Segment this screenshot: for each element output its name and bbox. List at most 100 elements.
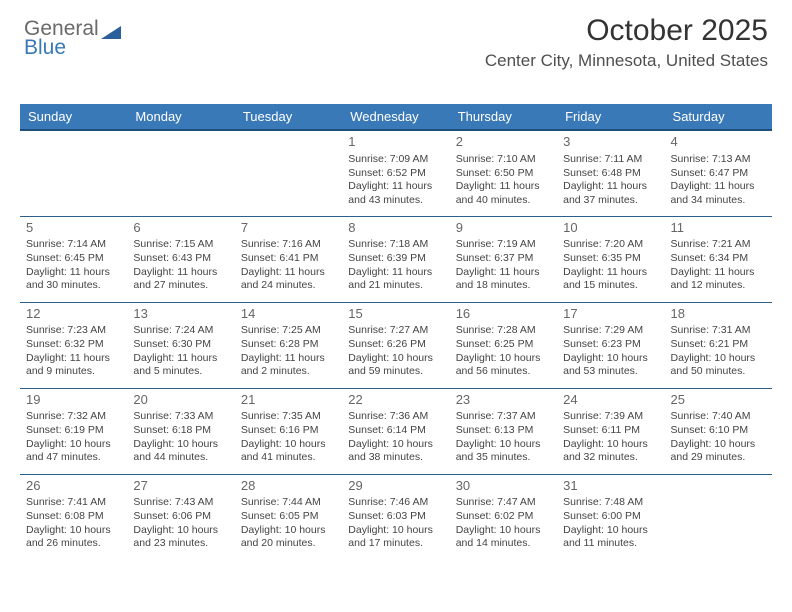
sunset-text: Sunset: 6:03 PM	[348, 510, 443, 524]
sunrise-text: Sunrise: 7:44 AM	[241, 496, 336, 510]
day-number: 29	[348, 478, 443, 495]
sunset-text: Sunset: 6:52 PM	[348, 167, 443, 181]
sunrise-text: Sunrise: 7:15 AM	[133, 238, 228, 252]
sunset-text: Sunset: 6:21 PM	[671, 338, 766, 352]
sunset-text: Sunset: 6:25 PM	[456, 338, 551, 352]
daylight-text: Daylight: 11 hours and 37 minutes.	[563, 180, 658, 207]
day-number: 14	[241, 306, 336, 323]
calendar-row: 26Sunrise: 7:41 AMSunset: 6:08 PMDayligh…	[20, 474, 772, 560]
day-number: 7	[241, 220, 336, 237]
sunset-text: Sunset: 6:47 PM	[671, 167, 766, 181]
daylight-text: Daylight: 10 hours and 26 minutes.	[26, 524, 121, 551]
sunset-text: Sunset: 6:39 PM	[348, 252, 443, 266]
weekday-header: Monday	[127, 104, 234, 130]
sunrise-text: Sunrise: 7:25 AM	[241, 324, 336, 338]
calendar-cell: 12Sunrise: 7:23 AMSunset: 6:32 PMDayligh…	[20, 302, 127, 388]
day-number: 31	[563, 478, 658, 495]
sunrise-text: Sunrise: 7:16 AM	[241, 238, 336, 252]
day-number: 19	[26, 392, 121, 409]
sunset-text: Sunset: 6:34 PM	[671, 252, 766, 266]
day-number: 13	[133, 306, 228, 323]
daylight-text: Daylight: 11 hours and 12 minutes.	[671, 266, 766, 293]
sunset-text: Sunset: 6:02 PM	[456, 510, 551, 524]
day-number: 18	[671, 306, 766, 323]
day-number: 9	[456, 220, 551, 237]
daylight-text: Daylight: 10 hours and 47 minutes.	[26, 438, 121, 465]
sunrise-text: Sunrise: 7:18 AM	[348, 238, 443, 252]
sunrise-text: Sunrise: 7:13 AM	[671, 153, 766, 167]
daylight-text: Daylight: 11 hours and 18 minutes.	[456, 266, 551, 293]
sunset-text: Sunset: 6:50 PM	[456, 167, 551, 181]
month-title: October 2025	[485, 14, 768, 47]
day-number: 5	[26, 220, 121, 237]
sunrise-text: Sunrise: 7:09 AM	[348, 153, 443, 167]
location: Center City, Minnesota, United States	[485, 51, 768, 71]
sunset-text: Sunset: 6:35 PM	[563, 252, 658, 266]
weekday-header: Saturday	[665, 104, 772, 130]
calendar-table: SundayMondayTuesdayWednesdayThursdayFrid…	[20, 104, 772, 560]
sunset-text: Sunset: 6:05 PM	[241, 510, 336, 524]
calendar-cell: 10Sunrise: 7:20 AMSunset: 6:35 PMDayligh…	[557, 216, 664, 302]
calendar-cell: 28Sunrise: 7:44 AMSunset: 6:05 PMDayligh…	[235, 474, 342, 560]
calendar-cell: 18Sunrise: 7:31 AMSunset: 6:21 PMDayligh…	[665, 302, 772, 388]
sunset-text: Sunset: 6:41 PM	[241, 252, 336, 266]
calendar-cell	[235, 130, 342, 216]
sunset-text: Sunset: 6:30 PM	[133, 338, 228, 352]
day-number: 22	[348, 392, 443, 409]
sunrise-text: Sunrise: 7:23 AM	[26, 324, 121, 338]
calendar-cell: 9Sunrise: 7:19 AMSunset: 6:37 PMDaylight…	[450, 216, 557, 302]
sunrise-text: Sunrise: 7:35 AM	[241, 410, 336, 424]
sunset-text: Sunset: 6:23 PM	[563, 338, 658, 352]
daylight-text: Daylight: 10 hours and 14 minutes.	[456, 524, 551, 551]
calendar-cell: 27Sunrise: 7:43 AMSunset: 6:06 PMDayligh…	[127, 474, 234, 560]
daylight-text: Daylight: 11 hours and 27 minutes.	[133, 266, 228, 293]
daylight-text: Daylight: 10 hours and 11 minutes.	[563, 524, 658, 551]
calendar-cell: 1Sunrise: 7:09 AMSunset: 6:52 PMDaylight…	[342, 130, 449, 216]
day-number: 15	[348, 306, 443, 323]
weekday-header: Friday	[557, 104, 664, 130]
calendar-cell: 8Sunrise: 7:18 AMSunset: 6:39 PMDaylight…	[342, 216, 449, 302]
calendar-cell: 5Sunrise: 7:14 AMSunset: 6:45 PMDaylight…	[20, 216, 127, 302]
sunset-text: Sunset: 6:11 PM	[563, 424, 658, 438]
calendar-cell: 30Sunrise: 7:47 AMSunset: 6:02 PMDayligh…	[450, 474, 557, 560]
sunrise-text: Sunrise: 7:40 AM	[671, 410, 766, 424]
calendar-row: 5Sunrise: 7:14 AMSunset: 6:45 PMDaylight…	[20, 216, 772, 302]
calendar-cell: 21Sunrise: 7:35 AMSunset: 6:16 PMDayligh…	[235, 388, 342, 474]
daylight-text: Daylight: 11 hours and 34 minutes.	[671, 180, 766, 207]
daylight-text: Daylight: 11 hours and 43 minutes.	[348, 180, 443, 207]
sunrise-text: Sunrise: 7:29 AM	[563, 324, 658, 338]
day-number: 27	[133, 478, 228, 495]
sunset-text: Sunset: 6:48 PM	[563, 167, 658, 181]
sunrise-text: Sunrise: 7:37 AM	[456, 410, 551, 424]
sunrise-text: Sunrise: 7:24 AM	[133, 324, 228, 338]
logo: GeneralBlue	[24, 18, 121, 58]
sunrise-text: Sunrise: 7:27 AM	[348, 324, 443, 338]
day-number: 26	[26, 478, 121, 495]
daylight-text: Daylight: 11 hours and 21 minutes.	[348, 266, 443, 293]
calendar-cell: 13Sunrise: 7:24 AMSunset: 6:30 PMDayligh…	[127, 302, 234, 388]
calendar-cell: 15Sunrise: 7:27 AMSunset: 6:26 PMDayligh…	[342, 302, 449, 388]
daylight-text: Daylight: 11 hours and 15 minutes.	[563, 266, 658, 293]
calendar-cell: 29Sunrise: 7:46 AMSunset: 6:03 PMDayligh…	[342, 474, 449, 560]
sunrise-text: Sunrise: 7:20 AM	[563, 238, 658, 252]
calendar-cell: 6Sunrise: 7:15 AMSunset: 6:43 PMDaylight…	[127, 216, 234, 302]
daylight-text: Daylight: 10 hours and 50 minutes.	[671, 352, 766, 379]
day-number: 28	[241, 478, 336, 495]
sunset-text: Sunset: 6:14 PM	[348, 424, 443, 438]
daylight-text: Daylight: 10 hours and 59 minutes.	[348, 352, 443, 379]
calendar-row: 1Sunrise: 7:09 AMSunset: 6:52 PMDaylight…	[20, 130, 772, 216]
calendar-cell: 17Sunrise: 7:29 AMSunset: 6:23 PMDayligh…	[557, 302, 664, 388]
sunrise-text: Sunrise: 7:21 AM	[671, 238, 766, 252]
weekday-header: Tuesday	[235, 104, 342, 130]
calendar-cell: 26Sunrise: 7:41 AMSunset: 6:08 PMDayligh…	[20, 474, 127, 560]
sunrise-text: Sunrise: 7:43 AM	[133, 496, 228, 510]
day-number: 30	[456, 478, 551, 495]
sunset-text: Sunset: 6:28 PM	[241, 338, 336, 352]
daylight-text: Daylight: 10 hours and 29 minutes.	[671, 438, 766, 465]
daylight-text: Daylight: 10 hours and 38 minutes.	[348, 438, 443, 465]
weekday-header: Sunday	[20, 104, 127, 130]
daylight-text: Daylight: 10 hours and 41 minutes.	[241, 438, 336, 465]
sunset-text: Sunset: 6:26 PM	[348, 338, 443, 352]
sunset-text: Sunset: 6:32 PM	[26, 338, 121, 352]
daylight-text: Daylight: 10 hours and 17 minutes.	[348, 524, 443, 551]
